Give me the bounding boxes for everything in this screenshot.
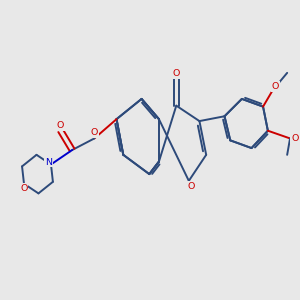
Text: O: O	[20, 184, 28, 193]
Text: O: O	[272, 82, 279, 91]
Text: O: O	[188, 182, 195, 191]
Text: O: O	[57, 122, 64, 130]
Text: O: O	[172, 69, 180, 78]
Text: N: N	[45, 158, 52, 166]
Text: O: O	[91, 128, 98, 137]
Text: O: O	[291, 134, 298, 143]
